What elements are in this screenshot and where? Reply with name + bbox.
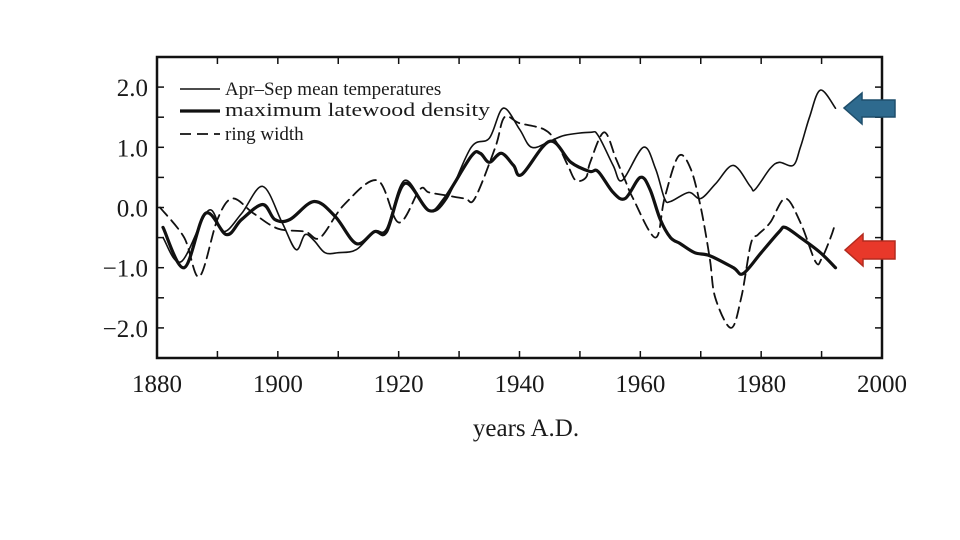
annotation-arrow-blue	[842, 91, 896, 126]
x-tick-label: 1940	[495, 371, 545, 398]
x-tick-label: 1880	[132, 371, 182, 398]
legend-item-ring-width: ring width	[180, 124, 304, 145]
plot-lines	[159, 89, 838, 329]
arrow-left-icon	[842, 91, 896, 126]
x-axis-tick-labels: 1880 1900 1920 1940 1960 1980 2000	[132, 371, 907, 398]
legend: Apr–Sep mean temperatures maximum latewo…	[180, 79, 491, 145]
axis-ticks	[157, 57, 882, 358]
x-tick-label: 1900	[253, 371, 303, 398]
x-tick-label: 1920	[374, 371, 424, 398]
series-line-ring-width	[159, 115, 837, 329]
y-axis-tick-labels: 2.0 1.0 0.0 −1.0 −2.0	[103, 75, 148, 343]
legend-label-ring-width: ring width	[225, 124, 304, 145]
y-tick-label: −1.0	[103, 256, 148, 283]
x-tick-label: 2000	[857, 371, 907, 398]
annotation-arrow-red	[843, 232, 896, 268]
y-tick-label: 1.0	[117, 135, 148, 162]
x-tick-label: 1960	[615, 371, 665, 398]
legend-label-density: maximum latewood density	[225, 100, 491, 121]
y-tick-label: 0.0	[117, 196, 148, 223]
x-tick-label: 1980	[736, 371, 786, 398]
legend-label-temperature: Apr–Sep mean temperatures	[225, 79, 441, 100]
arrow-left-icon	[843, 232, 896, 268]
series-line-temperature	[162, 89, 837, 263]
y-tick-label: −2.0	[103, 316, 148, 343]
y-tick-label: 2.0	[117, 75, 148, 102]
legend-item-density: maximum latewood density	[180, 100, 491, 121]
x-axis-title: years A.D.	[473, 415, 579, 442]
series-line-density	[161, 139, 838, 276]
legend-item-temperature: Apr–Sep mean temperatures	[180, 79, 441, 100]
